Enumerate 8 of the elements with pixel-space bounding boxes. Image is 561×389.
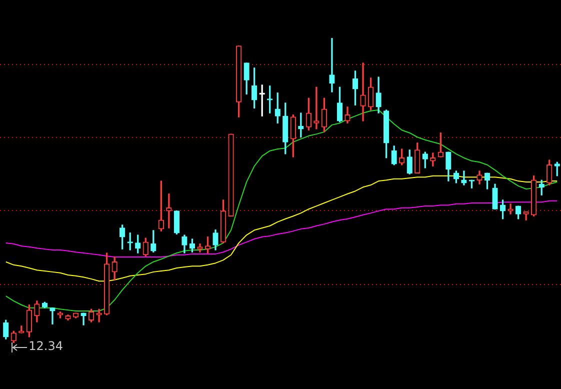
candlestick	[166, 194, 172, 228]
candlestick	[329, 38, 335, 92]
candlestick	[314, 86, 320, 130]
annotation: 12.34	[28, 339, 64, 354]
candlestick	[50, 308, 56, 324]
candlestick	[96, 308, 102, 322]
candlestick	[360, 62, 366, 122]
candlestick	[508, 204, 514, 214]
